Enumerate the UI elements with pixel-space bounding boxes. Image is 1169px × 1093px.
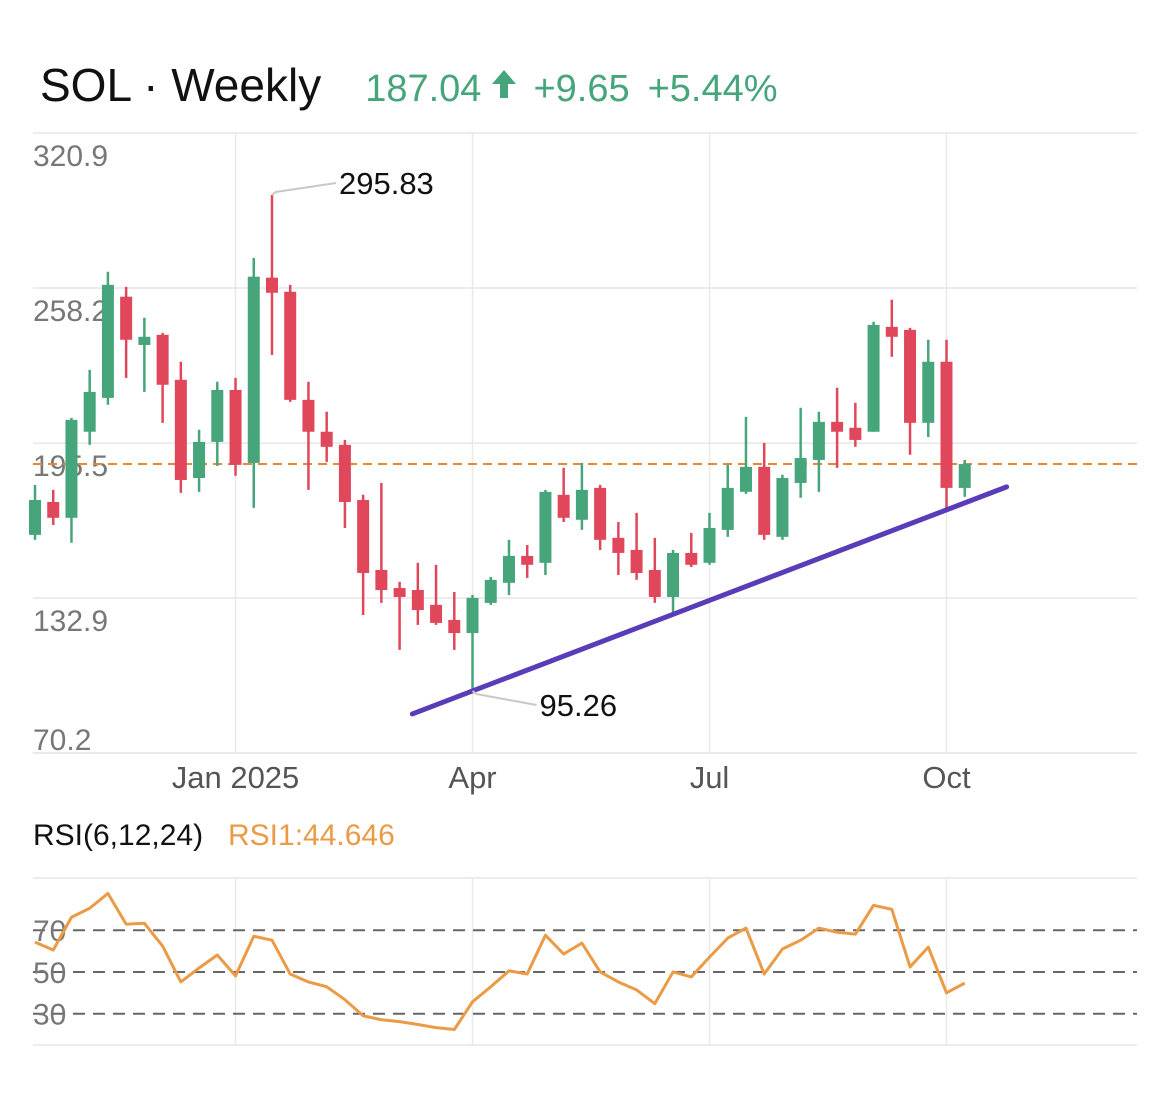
annotation-label: 95.26 <box>540 688 618 723</box>
candle-body <box>904 329 917 423</box>
candle-body <box>101 284 114 398</box>
price-change-pct: +5.44% <box>647 68 778 110</box>
panel-title: RSI(6,12,24) <box>33 819 203 852</box>
rsi-line <box>34 891 966 1032</box>
candle-body <box>703 527 716 563</box>
candle-body <box>430 604 443 623</box>
header: SOL · Weekly 187.04 +9.65 +5.44% <box>40 58 778 112</box>
candle-body <box>411 590 424 611</box>
candle-body <box>502 555 515 583</box>
candle-body <box>229 389 242 465</box>
candle-body <box>138 336 151 345</box>
candle-body <box>265 277 278 293</box>
candle-body <box>320 431 333 447</box>
candle-body <box>338 444 351 502</box>
trendline <box>409 484 1010 717</box>
annotation-label: 295.83 <box>339 166 434 201</box>
candle-body <box>393 588 406 597</box>
last-price: 187.04 <box>365 68 482 110</box>
y-tick-label: 258.2 <box>33 295 108 328</box>
candle-body <box>247 276 260 463</box>
legend-label: RSI1:44.646 <box>228 819 395 852</box>
chart-title: SOL · Weekly <box>40 59 322 111</box>
candle-body <box>484 579 497 603</box>
candle-body <box>575 489 588 520</box>
candle-body <box>940 361 953 488</box>
candle-body <box>29 500 41 535</box>
x-tick-label: Jul <box>690 760 730 795</box>
y-tick-label: 30 <box>33 999 66 1032</box>
x-tick-label: Jan 2025 <box>172 760 300 795</box>
x-tick-label: Oct <box>922 760 971 795</box>
candle-body <box>612 537 625 553</box>
candle-body <box>922 361 935 423</box>
candle-body <box>539 491 552 563</box>
annotation-leader <box>271 182 337 196</box>
candle-body <box>557 494 570 518</box>
candle-body <box>849 427 862 440</box>
candle-body <box>594 487 607 540</box>
up-arrow-icon <box>492 70 517 98</box>
candle-body <box>648 569 661 597</box>
candle-body <box>776 477 789 537</box>
y-tick-label: 320.9 <box>33 140 108 173</box>
candle-body <box>302 399 315 432</box>
candle-body <box>885 326 898 337</box>
candle-body <box>958 464 971 488</box>
candle-body <box>83 391 96 432</box>
candle-body <box>47 501 60 518</box>
candle-body <box>193 441 206 478</box>
y-tick-label: 132.9 <box>33 605 108 638</box>
candle-body <box>867 324 880 432</box>
candle-body <box>211 389 224 442</box>
y-tick-label: 70.2 <box>33 724 91 757</box>
candle-body <box>65 419 78 518</box>
candle-body <box>174 379 187 480</box>
candle-body <box>466 597 479 634</box>
candle-body <box>794 457 807 483</box>
candle-body <box>630 549 643 573</box>
candle-body <box>357 500 370 573</box>
candle-body <box>667 552 680 597</box>
candle-body <box>758 466 771 535</box>
y-tick-label: 50 <box>33 957 66 990</box>
candle-body <box>721 487 734 530</box>
annotation-leader <box>471 690 537 707</box>
price-change: +9.65 <box>533 68 630 110</box>
candle-body <box>739 466 752 492</box>
candle-body <box>156 334 169 385</box>
candle-body <box>375 569 388 591</box>
x-tick-label: Apr <box>448 760 496 795</box>
candle-body <box>831 421 844 432</box>
candle-body <box>120 296 133 340</box>
candle-body <box>284 291 297 400</box>
candle-body <box>685 552 698 565</box>
candle-body <box>812 421 825 460</box>
candle-body <box>521 555 534 565</box>
candle-body <box>448 619 461 634</box>
